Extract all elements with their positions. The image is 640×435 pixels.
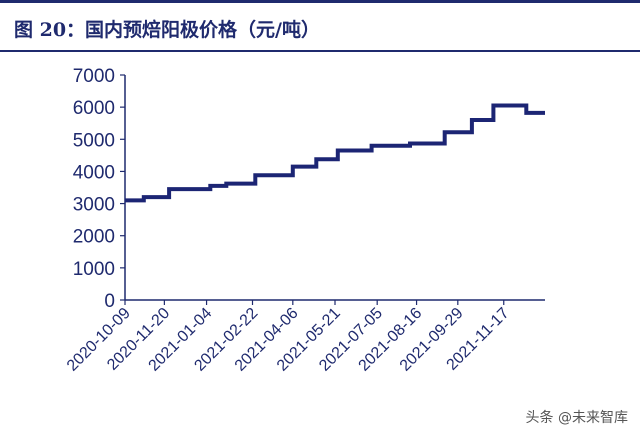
y-tick-label: 5000 <box>73 130 115 151</box>
price-series-line <box>125 103 545 203</box>
y-tick-label: 4000 <box>73 162 115 183</box>
x-axis-group: 2020-10-092020-11-202021-01-042021-02-22… <box>64 299 545 375</box>
y-tick-label: 2000 <box>73 227 115 248</box>
line-chart: 0 1000 2000 3000 4000 5000 6000 7000 2020-10-09… <box>64 66 545 375</box>
y-tick-label: 1000 <box>73 259 115 280</box>
chart-title: 图 20：国内预焙阳极价格（元/吨） <box>14 19 320 41</box>
y-tick-label: 0 <box>104 291 115 312</box>
watermark: 头条 @未来智库 <box>525 410 628 426</box>
series-group <box>125 103 545 203</box>
title-bar: 图 20：国内预焙阳极价格（元/吨） <box>0 0 640 52</box>
y-axis-group: 0 1000 2000 3000 4000 5000 6000 7000 <box>73 66 126 312</box>
y-tick-label: 6000 <box>73 98 115 119</box>
y-tick-label: 3000 <box>73 195 115 216</box>
y-tick-label: 7000 <box>73 66 115 87</box>
